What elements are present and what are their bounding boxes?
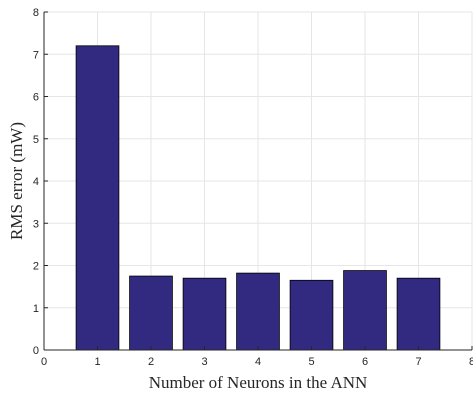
- x-tick-label: 4: [255, 356, 261, 368]
- bar-4: [236, 272, 280, 351]
- y-tick-label: 6: [33, 92, 39, 104]
- bar-1: [75, 45, 120, 351]
- bar-7: [396, 277, 441, 351]
- y-tick-label: 4: [33, 176, 39, 188]
- y-tick-label: 7: [33, 49, 39, 61]
- x-tick-label: 1: [94, 356, 100, 368]
- x-tick-label: 3: [201, 356, 207, 368]
- x-tick-label: 6: [362, 356, 368, 368]
- tick-labels: 0 1 2 3 4 5 6 7 8 0 1 2 3 4 5 6 7 8: [33, 7, 473, 368]
- bar-3: [182, 277, 227, 351]
- y-tick-label: 2: [33, 261, 39, 273]
- x-tick-label: 5: [308, 356, 314, 368]
- x-tick-label: 7: [415, 356, 421, 368]
- bar-5: [289, 279, 334, 351]
- y-tick-label: 5: [33, 134, 39, 146]
- y-tick-label: 1: [33, 303, 39, 315]
- x-tick-label: 8: [469, 356, 473, 368]
- y-tick-label: 8: [33, 7, 39, 19]
- x-axis-label: Number of Neurons in the ANN: [149, 373, 368, 392]
- x-tick-label: 0: [41, 356, 47, 368]
- y-tick-label: 3: [33, 218, 39, 230]
- x-tick-label: 2: [148, 356, 154, 368]
- axes: [43, 11, 473, 351]
- y-axis-label: RMS error (mW): [7, 122, 26, 240]
- bars: [75, 45, 441, 351]
- y-tick-label: 0: [33, 345, 39, 357]
- bar-6: [343, 270, 387, 351]
- bar-2: [129, 275, 173, 351]
